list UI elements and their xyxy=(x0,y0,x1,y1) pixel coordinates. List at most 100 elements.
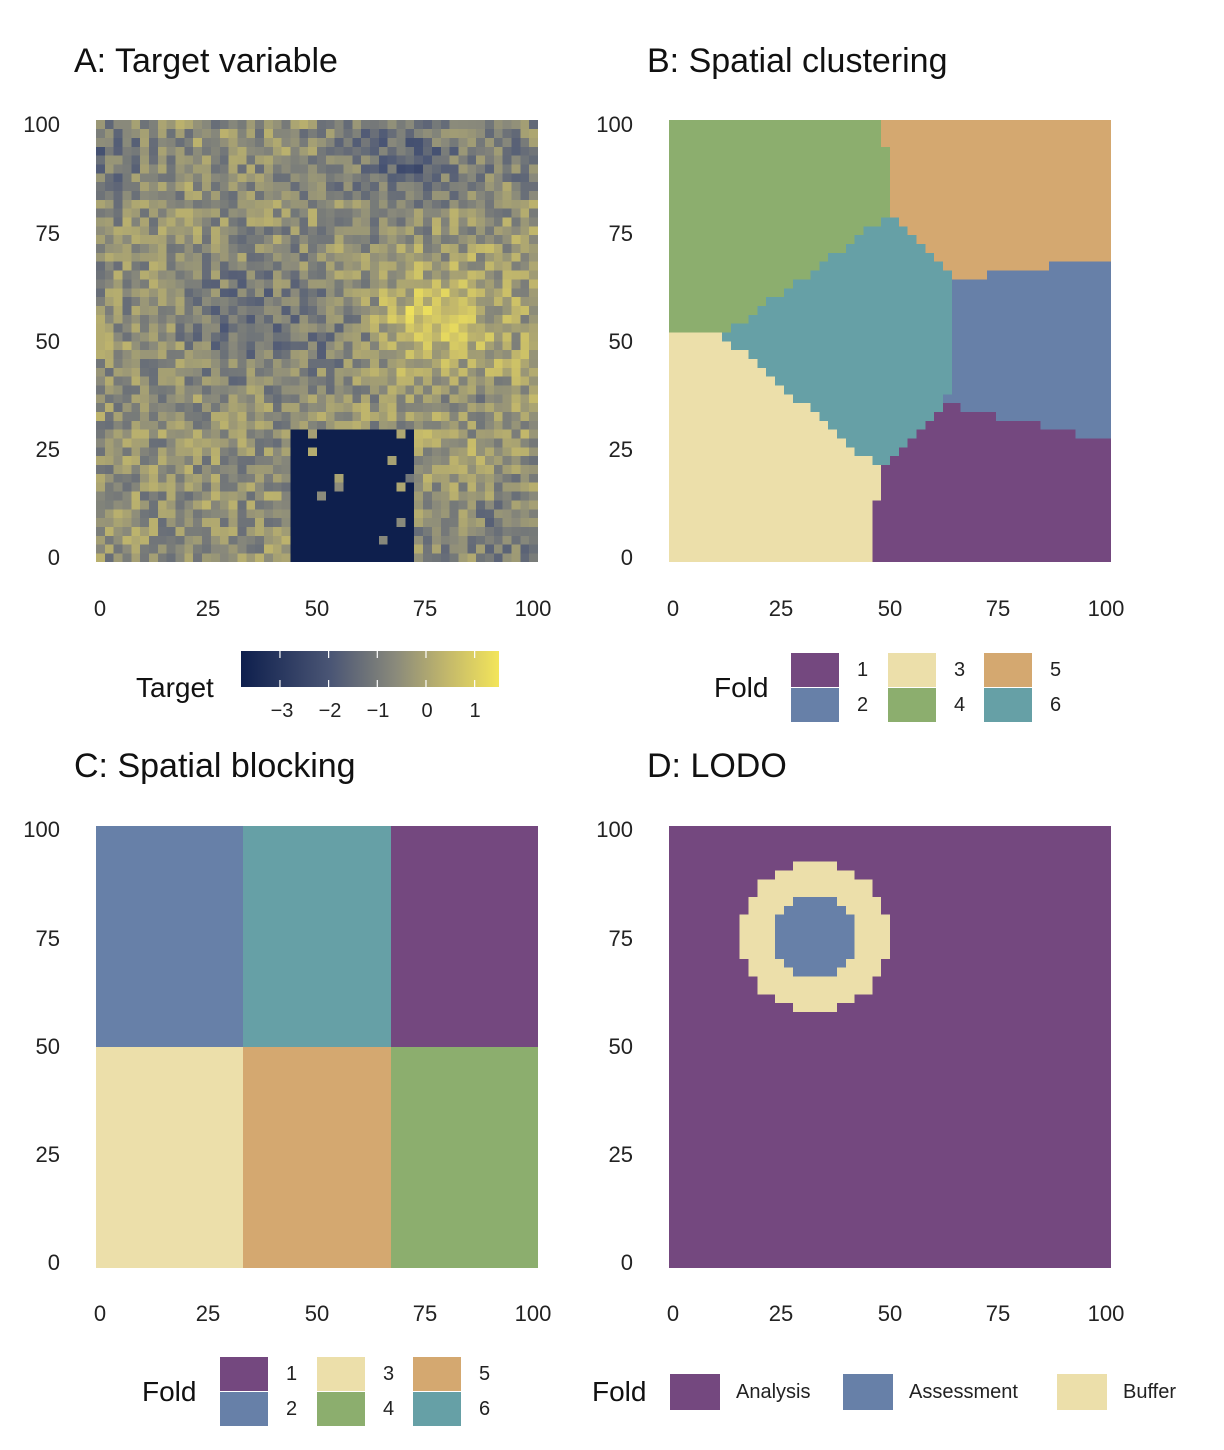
target-cell xyxy=(493,517,503,527)
fold-cell xyxy=(1075,296,1085,306)
fold-cell xyxy=(739,517,749,527)
spatial-clustering-map xyxy=(669,120,1111,562)
target-cell xyxy=(193,508,203,519)
target-cell xyxy=(343,323,353,333)
fold-cell xyxy=(766,243,776,253)
target-cell xyxy=(184,517,194,527)
target-cell xyxy=(343,420,353,430)
fold-cell xyxy=(704,155,714,165)
target-cell xyxy=(166,252,176,262)
fold-cell xyxy=(1013,137,1023,147)
fold-cell xyxy=(916,358,926,368)
target-cell xyxy=(246,394,256,404)
fold-cell xyxy=(1013,314,1023,324)
fold-cell xyxy=(1066,429,1076,439)
fold-cell xyxy=(969,128,979,138)
fold-cell xyxy=(951,464,962,474)
fold-cell xyxy=(739,544,749,554)
target-cell xyxy=(175,296,185,306)
fold-cell xyxy=(1022,367,1032,377)
target-cell xyxy=(405,120,415,130)
fold-cell xyxy=(686,482,696,492)
fold-cell xyxy=(792,181,802,192)
target-cell xyxy=(255,190,265,200)
target-cell xyxy=(325,508,335,519)
fold-cell xyxy=(730,367,741,377)
fold-cell xyxy=(686,349,696,359)
target-cell xyxy=(255,279,265,289)
target-cell xyxy=(423,411,433,421)
fold-cell xyxy=(1049,526,1059,536)
fold-cell xyxy=(1093,287,1103,298)
fold-cell xyxy=(792,341,802,351)
target-cell xyxy=(281,544,291,554)
fold-cell xyxy=(854,296,864,306)
fold-cell xyxy=(881,128,891,138)
target-cell xyxy=(529,128,538,138)
fold-cell xyxy=(828,234,838,245)
target-cell xyxy=(290,482,300,492)
target-cell xyxy=(299,491,309,501)
target-cell xyxy=(352,447,362,457)
target-cell xyxy=(334,190,344,200)
fold-cell xyxy=(748,341,758,351)
fold-cell xyxy=(713,155,723,165)
target-cell xyxy=(166,491,176,501)
fold-cell xyxy=(881,535,891,545)
fold-cell xyxy=(722,305,732,315)
fold-cell xyxy=(934,252,944,262)
target-cell xyxy=(122,544,132,554)
target-cell xyxy=(202,385,212,395)
target-cell xyxy=(493,385,503,395)
fold-cell xyxy=(1031,482,1041,492)
target-cell xyxy=(246,491,256,501)
fold-cell xyxy=(686,128,696,138)
fold-cell xyxy=(828,402,838,413)
target-cell xyxy=(308,217,318,227)
target-cell xyxy=(493,270,503,280)
target-cell xyxy=(228,526,238,536)
target-cell xyxy=(140,473,150,483)
fold-cell xyxy=(748,429,758,439)
fold-cell xyxy=(1040,500,1050,510)
fold-cell xyxy=(704,473,714,483)
target-cell xyxy=(157,544,168,554)
fold-cell xyxy=(969,491,979,501)
target-cell xyxy=(484,385,495,395)
fold-cell xyxy=(819,429,829,439)
fold-cell xyxy=(1066,358,1076,368)
fold-cell xyxy=(943,252,953,262)
fold-cell xyxy=(1049,332,1059,342)
target-cell xyxy=(210,208,221,218)
target-cell xyxy=(149,181,159,192)
target-cell xyxy=(237,243,247,253)
fold-cell xyxy=(898,376,908,386)
fold-cell xyxy=(686,243,696,253)
target-cell xyxy=(184,173,194,183)
target-cell xyxy=(175,226,185,236)
target-cell xyxy=(149,517,159,527)
fold-cell xyxy=(881,314,891,324)
target-cell xyxy=(193,420,203,430)
fold-cell xyxy=(1084,358,1094,368)
target-cell xyxy=(387,464,397,474)
target-cell xyxy=(431,526,442,536)
fold-cell xyxy=(863,411,873,421)
fold-cell xyxy=(969,314,979,324)
target-cell xyxy=(431,455,442,466)
target-cell xyxy=(157,491,168,501)
target-cell xyxy=(113,438,123,448)
target-cell xyxy=(325,199,335,209)
target-cell xyxy=(378,217,389,227)
target-cell xyxy=(184,332,194,342)
target-cell xyxy=(237,447,247,457)
fold-cell xyxy=(819,358,829,368)
target-cell xyxy=(113,226,123,236)
fold-cell xyxy=(916,270,926,280)
fold-cell xyxy=(872,464,882,474)
fold-cell xyxy=(801,455,811,466)
target-cell xyxy=(352,464,362,474)
fold-cell xyxy=(836,447,847,457)
fold-cell xyxy=(960,517,970,527)
target-cell xyxy=(166,517,176,527)
